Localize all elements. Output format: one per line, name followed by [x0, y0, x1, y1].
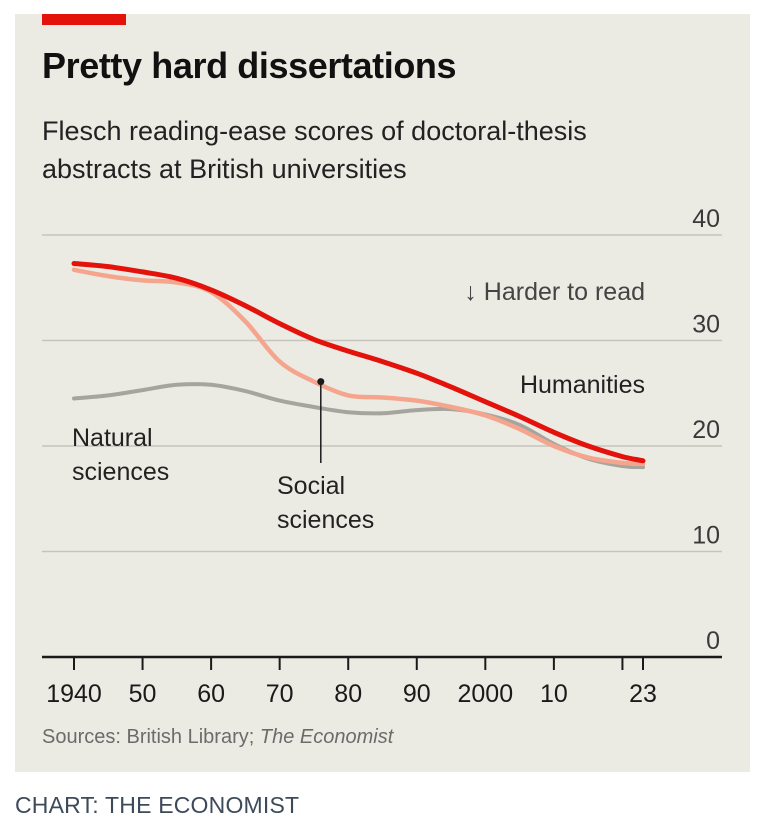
y-tick-label-0: 0 — [706, 627, 720, 655]
y-tick-label-40: 40 — [692, 205, 720, 233]
line-humanities — [71, 261, 646, 464]
line-social-sciences — [71, 267, 646, 467]
x-axis: 1940 50 60 70 80 90 2000 10 23 — [42, 655, 722, 708]
harder-to-read-note: ↓ Harder to read — [464, 278, 645, 306]
source-note: Sources: British Library; The Economist — [42, 726, 393, 749]
chart-credit: CHART: THE ECONOMIST — [15, 792, 300, 818]
social-sciences-marker — [317, 378, 325, 386]
label-social-sciences: Social sciences — [277, 472, 374, 534]
chart-panel — [15, 14, 750, 772]
chart-title: Pretty hard dissertations — [42, 45, 457, 86]
brand-tag — [42, 14, 126, 25]
x-tick-label-50: 50 — [129, 680, 157, 708]
y-tick-label-10: 10 — [692, 522, 720, 550]
x-tick-label-10: 10 — [540, 680, 568, 708]
gridlines: 0 10 20 30 40 — [42, 205, 722, 655]
y-tick-label-20: 20 — [692, 416, 720, 444]
x-tick-label-90: 90 — [403, 680, 431, 708]
x-tick-label-70: 70 — [266, 680, 294, 708]
x-tick-label-80: 80 — [334, 680, 362, 708]
series-lines — [71, 261, 646, 470]
x-tick-label-60: 60 — [197, 680, 225, 708]
x-tick-label-23: 23 — [629, 680, 657, 708]
chart-subtitle: Flesch reading-ease scores of doctoral-t… — [42, 116, 587, 184]
label-humanities: Humanities — [520, 371, 645, 399]
source-publisher: The Economist — [259, 726, 394, 748]
series-labels: Natural sciences Social sciences Humanities — [72, 371, 645, 534]
x-tick-label-2000: 2000 — [458, 680, 514, 708]
x-tick-label-1940: 1940 — [46, 680, 102, 708]
annotations: ↓ Harder to read — [317, 278, 645, 463]
label-natural-sciences: Natural sciences — [72, 424, 169, 486]
source-text: Sources: British Library; — [42, 726, 260, 748]
y-tick-label-30: 30 — [692, 311, 720, 339]
